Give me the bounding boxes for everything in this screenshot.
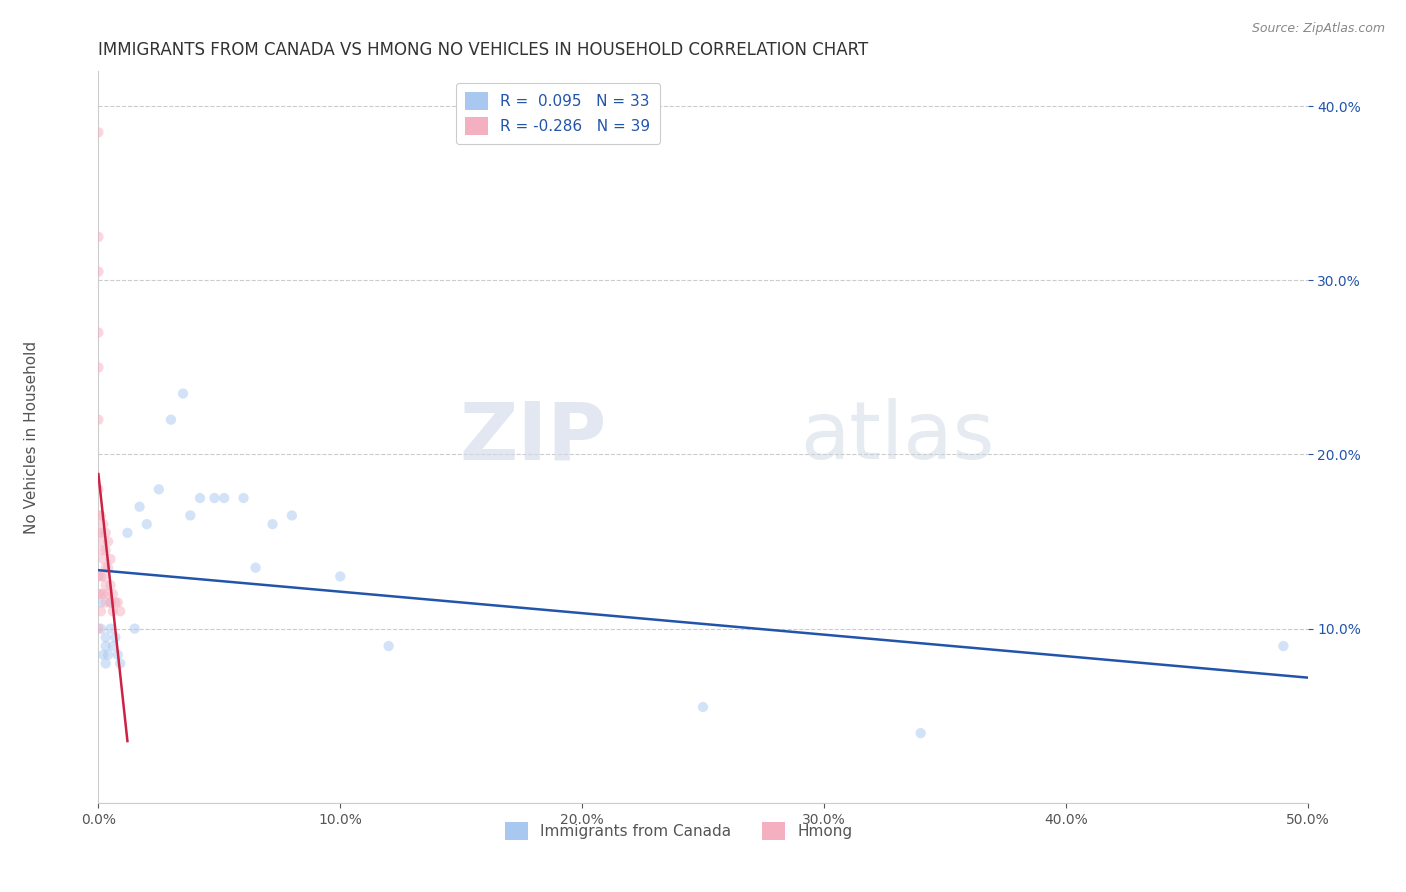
Text: IMMIGRANTS FROM CANADA VS HMONG NO VEHICLES IN HOUSEHOLD CORRELATION CHART: IMMIGRANTS FROM CANADA VS HMONG NO VEHIC…	[98, 41, 869, 59]
Point	[87, 587, 110, 601]
Point	[91, 569, 114, 583]
Point	[87, 265, 110, 279]
Y-axis label: No Vehicles in Household: No Vehicles in Household	[24, 341, 38, 533]
Point	[90, 543, 112, 558]
Point	[104, 631, 127, 645]
Point	[179, 508, 201, 523]
Point	[87, 326, 110, 340]
Point	[172, 386, 194, 401]
Point	[100, 578, 122, 592]
Point	[97, 587, 120, 601]
Point	[188, 491, 211, 505]
Point	[100, 595, 122, 609]
Point	[101, 639, 124, 653]
Point	[232, 491, 254, 505]
Point	[101, 604, 124, 618]
Point	[91, 534, 114, 549]
Point	[87, 525, 110, 540]
Text: atlas: atlas	[800, 398, 994, 476]
Point	[148, 483, 170, 497]
Point	[90, 569, 112, 583]
Point	[94, 657, 117, 671]
Text: ZIP: ZIP	[458, 398, 606, 476]
Point	[90, 595, 112, 609]
Point	[160, 412, 183, 426]
Point	[90, 604, 112, 618]
Point	[108, 604, 131, 618]
Point	[97, 560, 120, 574]
Point	[87, 569, 110, 583]
Point	[87, 125, 110, 139]
Point	[94, 631, 117, 645]
Point	[104, 595, 127, 609]
Point	[100, 622, 122, 636]
Point	[910, 726, 932, 740]
Point	[97, 648, 120, 662]
Point	[91, 648, 114, 662]
Point	[212, 491, 235, 505]
Point	[117, 525, 139, 540]
Point	[128, 500, 150, 514]
Point	[87, 483, 110, 497]
Point	[124, 622, 146, 636]
Point	[90, 525, 112, 540]
Point	[87, 412, 110, 426]
Point	[692, 700, 714, 714]
Point	[101, 587, 124, 601]
Point	[94, 560, 117, 574]
Point	[329, 569, 352, 583]
Point	[100, 552, 122, 566]
Point	[94, 543, 117, 558]
Point	[107, 595, 129, 609]
Point	[245, 560, 267, 574]
Point	[97, 534, 120, 549]
Point	[90, 587, 112, 601]
Point	[94, 595, 117, 609]
Point	[1272, 639, 1295, 653]
Point	[94, 578, 117, 592]
Point	[204, 491, 226, 505]
Point	[87, 622, 110, 636]
Point	[94, 525, 117, 540]
Legend: Immigrants from Canada, Hmong: Immigrants from Canada, Hmong	[499, 815, 859, 847]
Point	[135, 517, 157, 532]
Point	[91, 552, 114, 566]
Point	[377, 639, 399, 653]
Point	[91, 587, 114, 601]
Point	[87, 360, 110, 375]
Point	[87, 508, 110, 523]
Point	[100, 595, 122, 609]
Point	[91, 517, 114, 532]
Point	[94, 639, 117, 653]
Point	[87, 229, 110, 244]
Point	[108, 657, 131, 671]
Text: Source: ZipAtlas.com: Source: ZipAtlas.com	[1251, 22, 1385, 36]
Point	[107, 648, 129, 662]
Point	[90, 508, 112, 523]
Point	[262, 517, 284, 532]
Point	[281, 508, 304, 523]
Point	[90, 622, 112, 636]
